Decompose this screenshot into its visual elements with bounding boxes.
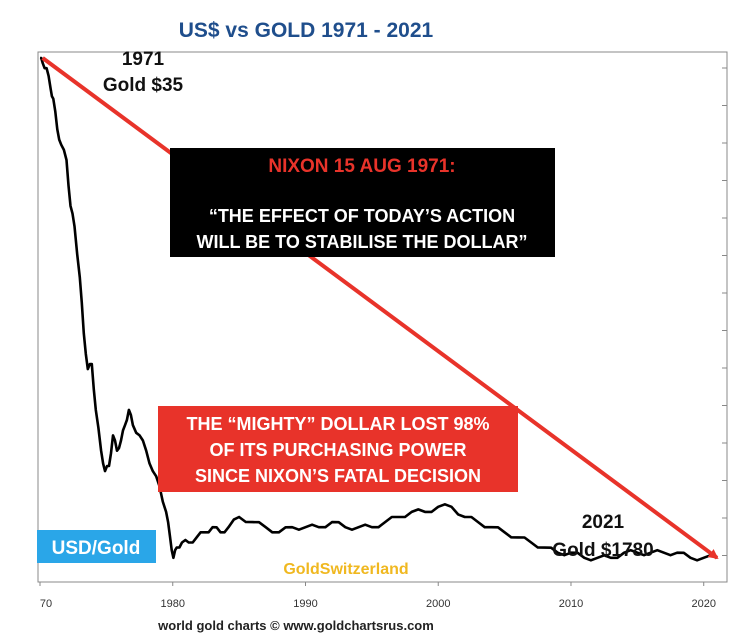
watermark-text: GoldSwitzerland (283, 561, 408, 578)
legend-label: USD/Gold (52, 538, 141, 559)
loss-line-3: SINCE NIXON’S FATAL DECISION (195, 466, 481, 486)
end-price-label: Gold $1780 (552, 540, 653, 561)
series-layer (39, 56, 719, 562)
x-tick-label: 2020 (691, 598, 715, 610)
start-price-label: Gold $35 (103, 75, 184, 96)
x-tick-label: 2000 (426, 598, 450, 610)
quote-line-1: “THE EFFECT OF TODAY’S ACTION (209, 206, 515, 226)
right-axis-ticks (722, 67, 727, 556)
source-credit: world gold charts © www.goldchartsrus.co… (157, 618, 434, 633)
x-tick-label: 70 (40, 598, 52, 610)
x-tick-label: 1990 (293, 598, 317, 610)
loss-line-1: THE “MIGHTY” DOLLAR LOST 98% (186, 414, 489, 434)
quote-line-2: WILL BE TO STABILISE THE DOLLAR” (197, 232, 528, 252)
quote-box-background (170, 148, 555, 257)
usd-gold-series-line (39, 56, 718, 562)
loss-box-background (158, 406, 518, 492)
end-year-label: 2021 (582, 512, 625, 533)
loss-line-2: OF ITS PURCHASING POWER (209, 440, 466, 460)
plot-frame (37, 51, 728, 583)
chart-title: US$ vs GOLD 1971 - 2021 (179, 19, 434, 42)
x-tick-label: 1980 (161, 598, 185, 610)
quote-heading: NIXON 15 AUG 1971: (268, 156, 455, 177)
nixon-quote-box: NIXON 15 AUG 1971: “THE EFFECT OF TODAY’… (170, 148, 555, 257)
trend-arrow (41, 56, 719, 560)
dollar-loss-box: THE “MIGHTY” DOLLAR LOST 98% OF ITS PURC… (158, 406, 518, 492)
start-year-label: 1971 (122, 49, 165, 70)
legend-box (37, 530, 156, 563)
x-axis: 70 1980 1990 2000 2010 2020 (39, 582, 716, 610)
x-tick-label: 2010 (559, 598, 583, 610)
legend: USD/Gold (37, 530, 156, 563)
